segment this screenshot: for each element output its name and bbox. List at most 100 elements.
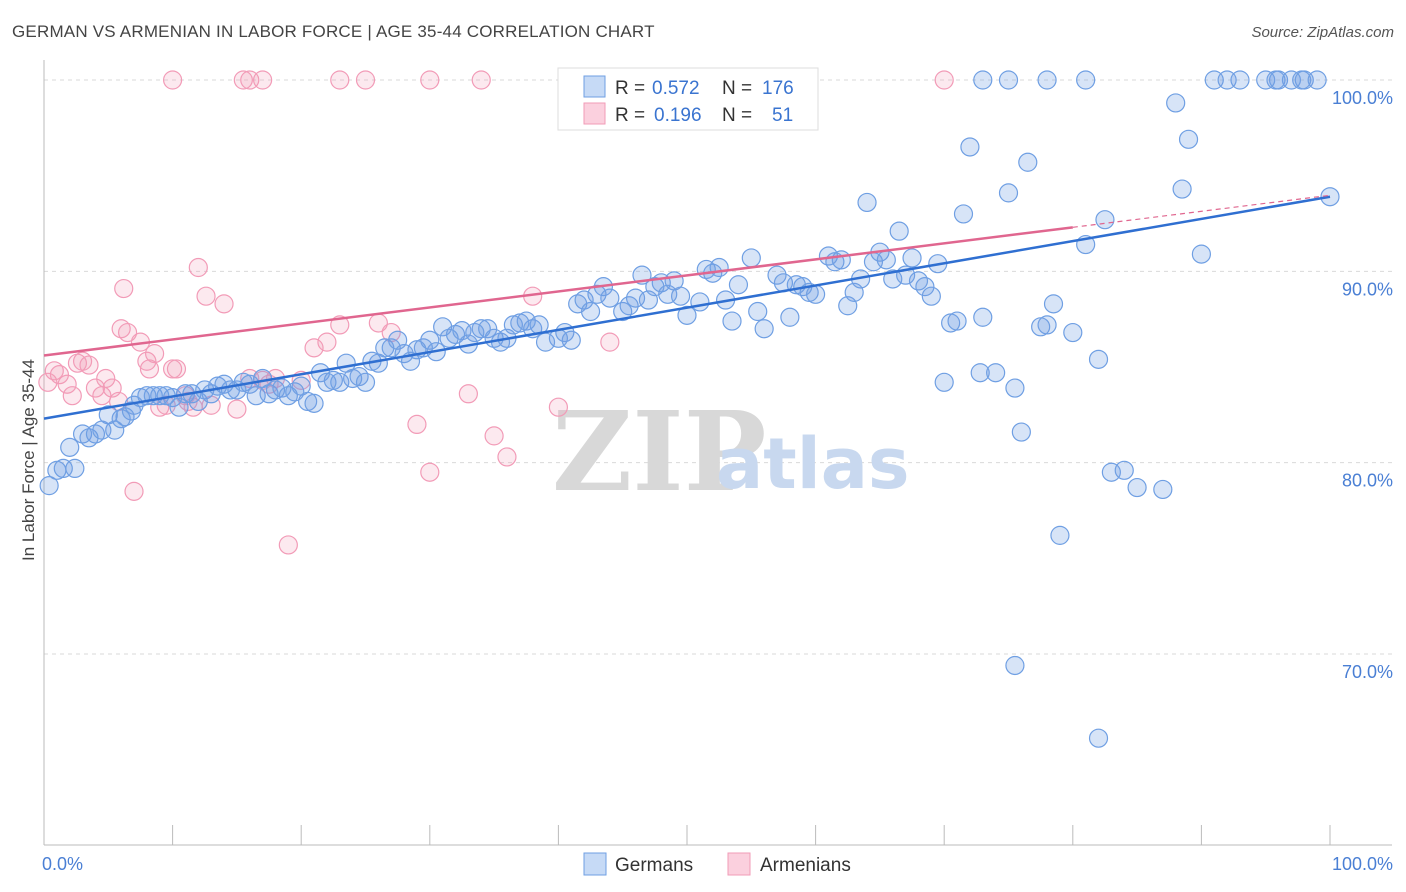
germans-point-147 [1037,315,1057,335]
armenians-point-32 [227,399,247,419]
armenians-point-14 [114,278,134,299]
watermark-atlas: atlas [716,423,910,505]
germans-point-118 [831,250,851,270]
germans-point-68 [471,319,491,339]
chart-title: GERMAN VS ARMENIAN IN LABOR FORCE | AGE … [12,22,655,41]
armenians-point-3 [57,374,77,394]
armenians-point-1 [44,361,64,381]
armenians-point-56 [330,70,350,90]
bottom-legend: Germans Armenians [583,852,851,876]
germans-point-161 [1191,244,1212,264]
germans-point-159 [1172,179,1192,199]
armenians-point-24 [166,359,187,379]
germans-point-176 [1037,70,1057,90]
armenians-point-28 [188,257,208,278]
germans-point-152 [1088,349,1109,369]
legend-n-label-armenians: N = [722,105,752,126]
germans-point-140 [973,307,993,327]
germans-point-105 [728,275,749,295]
germans-trend-line [43,195,1331,420]
armenians-point-29 [196,286,216,306]
legend-r-label-germans: R = [615,78,645,99]
bottom-legend-swatch-armenians [727,852,751,876]
germans-point-75 [516,311,536,331]
germans-point-150 [1063,322,1083,343]
germans-point-87 [600,288,620,308]
armenians-point-48 [497,447,517,467]
armenians-point-31 [214,294,234,314]
germans-point-102 [709,257,729,278]
legend-r-label-armenians: R = [615,105,645,126]
armenians-point-53 [233,70,253,90]
germans-point-60 [420,330,440,350]
germans-point-106 [741,248,761,268]
armenians-point-19 [139,359,160,379]
germans-point-171 [1307,70,1327,90]
germans-point-127 [889,221,909,241]
germans-point-42 [304,393,324,413]
germans-point-155 [1114,460,1134,480]
armenians-point-55 [253,70,273,90]
legend-swatch-germans [583,75,606,98]
armenians-point-18 [137,351,157,371]
legend-r-value-armenians: 0.196 [654,105,702,126]
germans-point-89 [619,296,639,316]
bottom-legend-label-armenians: Armenians [760,855,851,876]
armenians-point-58 [420,70,440,90]
germans-point-131 [915,277,935,297]
germans-point-125 [876,250,896,270]
y-tick-label-0: 100.0% [1332,88,1393,108]
x-tick-label-1: 100.0% [1332,854,1393,874]
germans-point-177 [998,70,1019,90]
germans-point-108 [754,319,774,339]
germans-point-46 [330,372,350,392]
germans-point-81 [561,330,581,350]
germans-point-154 [1095,210,1115,230]
armenians-point-44 [407,414,427,434]
germans-point-135 [947,311,967,331]
germans-point-136 [934,372,954,392]
germans-point-85 [587,284,607,304]
legend-n-value-armenians: 51 [772,105,793,126]
y-tick-label-3: 70.0% [1342,662,1393,682]
armenians-point-20 [144,344,165,364]
germans-point-157 [1153,479,1173,500]
armenians-point-0 [38,372,58,392]
watermark: ZIP atlas [552,387,910,516]
germans-point-115 [805,284,826,304]
germans-point-144 [1011,422,1031,442]
trend-lines [43,194,1331,420]
bottom-legend-label-germans: Germans [615,855,693,876]
germans-point-160 [1178,129,1199,149]
armenians-point-40 [317,332,337,352]
armenians-trend-extension [1072,194,1331,228]
germans-point-0 [39,476,59,496]
legend-n-value-germans: 176 [762,78,794,99]
legend-n-label-germans: N = [722,78,752,99]
x-tick-label-0: 0.0% [42,854,83,874]
armenians-point-46 [458,384,478,404]
legend: R = 0.572 N = 176 R = 0.196 N = 51 [557,67,819,131]
germans-point-98 [677,305,697,325]
armenians-point-52 [163,70,183,90]
germans-point-141 [986,363,1006,383]
y-tick-label-2: 80.0% [1342,471,1393,491]
germans-point-4 [60,437,80,457]
tick-labels: 100.0% 90.0% 80.0% 70.0% 0.0% 100.0% [42,88,1393,874]
germans-point-175 [1076,70,1096,90]
armenians-point-10 [96,368,116,389]
germans-point-174 [1088,728,1109,748]
armenians-point-16 [124,481,144,501]
germans-point-111 [780,307,800,327]
grid-lines [44,79,1392,655]
germans-point-164 [1230,70,1250,90]
chart-source: Source: ZipAtlas.com [1251,24,1394,41]
germans-point-158 [1166,93,1186,113]
germans-point-143 [1005,378,1025,398]
germans-point-109 [767,265,787,285]
armenians-point-8 [85,378,106,398]
armenians-point-2 [49,365,70,385]
germans-point-145 [1018,152,1038,172]
germans-point-132 [921,286,941,306]
